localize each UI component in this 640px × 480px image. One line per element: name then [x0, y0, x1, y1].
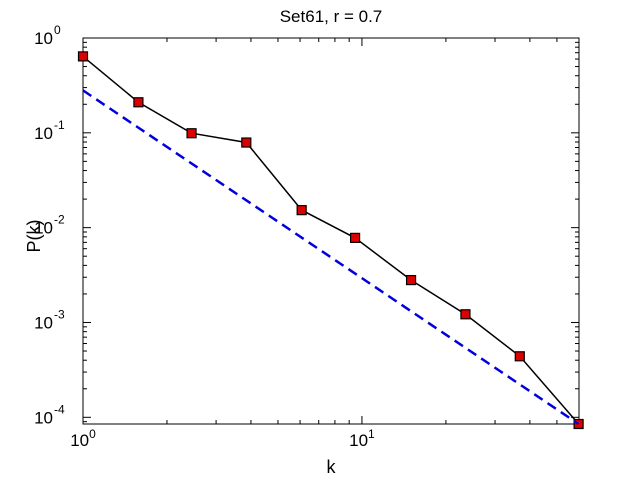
data-point: [460, 309, 471, 320]
data-point: [241, 137, 252, 148]
chart-title: Set61, r = 0.7: [280, 7, 383, 26]
data-point: [405, 274, 417, 286]
plot-area: 100 101 100 10-1 10-2 10-3 10-4: [34, 23, 584, 450]
y-axis-label: P(k): [24, 220, 44, 253]
minor-ticks: [83, 38, 579, 424]
y-tick-label: 100: [34, 23, 61, 48]
plot-frame: [82, 37, 580, 425]
data-point: [77, 51, 89, 62]
y-tick-label: 10-4: [34, 402, 65, 427]
series-line: [82, 55, 580, 425]
y-tick-label: 10-1: [34, 118, 65, 143]
y-tick-label: 10-3: [34, 307, 65, 332]
data-point: [186, 128, 197, 139]
data-point: [133, 97, 144, 108]
data-point: [514, 351, 525, 362]
data-point: [296, 205, 307, 216]
x-tick-label: 100: [70, 427, 96, 450]
x-tick-label: 101: [349, 427, 375, 450]
x-axis-label: k: [327, 457, 337, 477]
reference-line-dashed: [82, 89, 580, 426]
y-tick-label: 10-2: [34, 213, 65, 238]
data-point: [349, 232, 361, 243]
